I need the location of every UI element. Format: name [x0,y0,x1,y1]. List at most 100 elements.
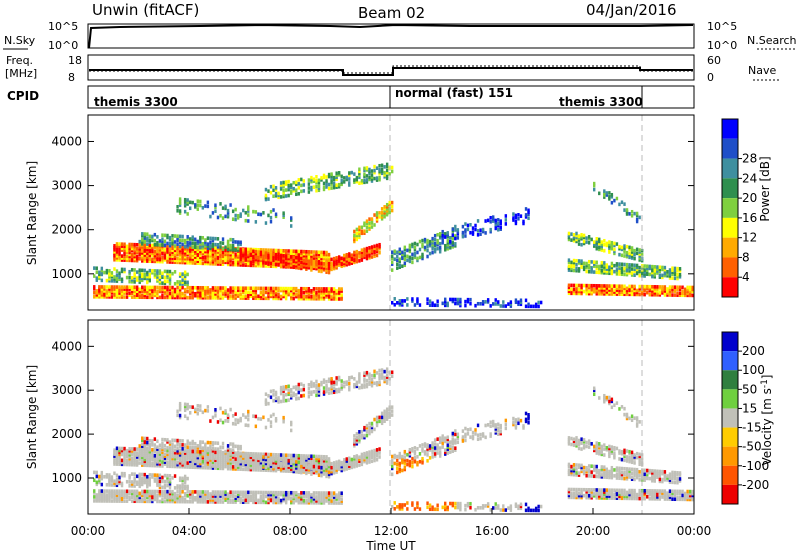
power-cell [416,242,419,247]
power-cell [365,221,369,225]
velocity-cell [332,461,336,465]
velocity-cell [322,495,326,499]
frequency-frame [87,54,695,81]
velocity-cell [130,451,134,455]
velocity-cell [135,495,139,500]
power-cell [671,272,674,276]
power-cell [600,260,603,265]
velocity-cell [161,454,164,458]
power-cell [646,284,649,289]
power-cell [204,247,207,252]
power-cell [196,291,199,296]
power-cell [335,297,338,301]
power-cell [305,288,308,293]
power-cell [365,250,369,255]
power-cell [358,253,361,257]
power-cell [290,249,293,253]
velocity-cell [216,496,220,500]
power-cell [363,221,366,226]
power-cell [125,244,129,249]
power-cell [305,259,308,263]
power-cell [168,277,172,282]
velocity-cell [204,446,207,451]
power-cell [317,254,321,259]
power-cell [272,260,275,265]
velocity-cell [166,495,169,500]
power-cell [663,265,667,270]
velocity-cell [181,495,184,500]
velocity-cell [108,477,111,481]
power-cell [277,257,280,261]
velocity-cell [216,490,220,494]
velocity-cell [274,457,278,461]
power-cell [148,240,151,245]
colorbar-swatch [722,178,738,199]
velocity-cell [115,450,119,455]
colorbar-tick-label: 24 [742,171,757,185]
power-cell [98,293,101,297]
power-cell [221,296,225,300]
power-cell [274,294,278,299]
noise-right-label: N.Search [747,34,797,47]
velocity-cell [178,476,182,481]
velocity-cell [105,475,109,479]
power-cell [635,251,639,256]
velocity-cell [95,497,98,501]
velocity-cell [244,452,247,457]
velocity-cell [287,492,290,497]
power-cell [315,291,318,295]
power-cell [317,291,321,295]
velocity-cell [156,456,159,460]
power-cell [196,203,199,207]
power-cell [178,293,182,298]
power-cell [370,175,374,179]
velocity-cell [123,448,126,453]
velocity-cell [320,454,323,459]
power-cell [598,239,601,244]
velocity-cell [322,472,326,476]
power-cell [269,209,273,214]
velocity-cell [242,490,245,495]
power-cell [312,292,316,297]
power-cell [201,205,205,210]
power-cell [158,285,162,290]
power-cell [358,181,361,185]
power-cell [158,255,162,260]
power-cell [358,167,361,172]
power-cell [603,288,606,292]
power-cell [580,283,583,288]
velocity-cell [123,493,126,498]
power-cell [290,224,293,228]
velocity-cell [120,452,124,457]
power-cell [123,269,126,274]
power-cell [345,258,348,263]
cpid-segment-3: themis 3300 [559,95,643,109]
power-cell [605,292,609,296]
power-cell [640,290,644,295]
power-cell [643,274,646,278]
power-cell [396,258,399,263]
velocity-cell [120,458,124,463]
power-cell [274,252,278,257]
velocity-cell [143,489,146,494]
power-cell [492,302,495,306]
power-cell [244,210,247,215]
power-cell [181,252,184,257]
power-cell [446,301,449,306]
power-cell [658,275,662,279]
power-cell [312,289,316,293]
power-cell [312,260,316,265]
power-cell [416,250,419,255]
velocity-cell [206,446,210,451]
velocity-cell [284,458,288,463]
velocity-cell [168,458,172,463]
power-cell [653,269,656,273]
power-cell [178,203,182,207]
power-cell [348,183,351,187]
velocity-cell [199,498,202,502]
power-cell [173,287,177,292]
power-cell [330,265,333,270]
power-cell [231,290,235,294]
power-cell [199,249,202,254]
power-cell [100,293,104,297]
